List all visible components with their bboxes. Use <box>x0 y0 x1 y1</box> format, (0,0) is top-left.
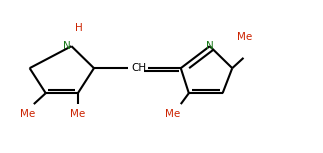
Text: Me: Me <box>70 109 86 119</box>
Text: CH: CH <box>131 63 147 73</box>
Text: Me: Me <box>165 109 180 119</box>
Text: Me: Me <box>20 109 36 119</box>
Text: N: N <box>206 41 214 51</box>
Text: N: N <box>63 41 71 51</box>
Text: H: H <box>75 23 83 33</box>
Text: Me: Me <box>237 32 253 42</box>
